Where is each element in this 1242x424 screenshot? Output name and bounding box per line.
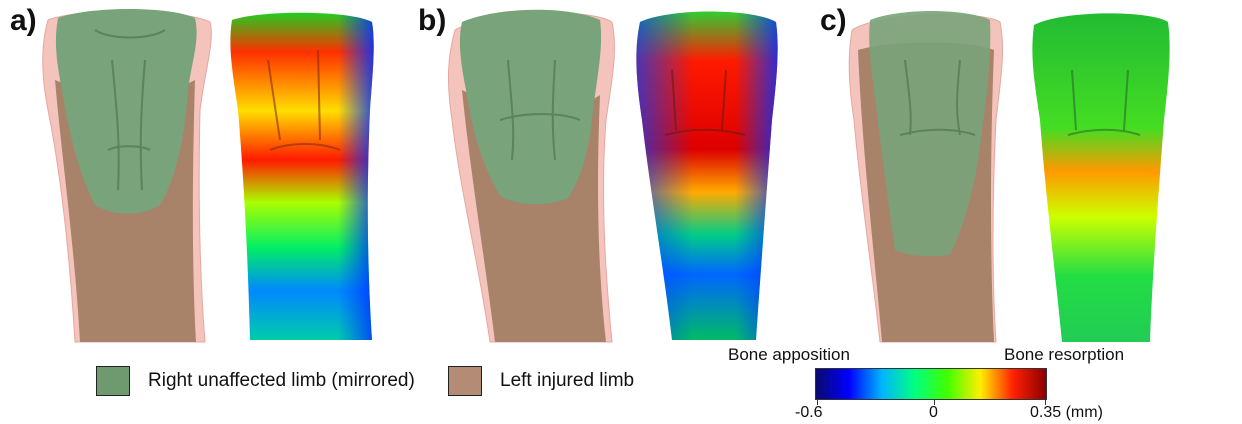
legend-left-limb: Left injured limb <box>448 366 634 396</box>
colorbar-tick-min <box>817 400 818 405</box>
colorbar-ticklabel-mid: 0 <box>929 404 938 421</box>
panel-label-c: c) <box>820 4 847 37</box>
legend-swatch-green <box>96 366 130 396</box>
colorbar-ticklabel-max: 0.35 (mm) <box>1030 404 1103 421</box>
colorbar-tick-max <box>1045 400 1046 405</box>
panel-b-heatmap <box>636 11 778 340</box>
bone-figure <box>42 9 1170 343</box>
colorbar-caption-resorption: Bone resorption <box>1004 345 1125 364</box>
legend-label-left-limb: Left injured limb <box>500 370 635 391</box>
panel-a-overlay-model <box>42 9 212 343</box>
panel-b-overlay-model <box>447 9 615 343</box>
panel-c-overlay-model <box>848 11 1004 343</box>
colorbar-tick-mid <box>934 400 935 405</box>
colorbar <box>815 368 1047 400</box>
panel-a-heatmap <box>230 12 374 340</box>
legend-right-limb: Right unaffected limb (mirrored) <box>96 366 415 396</box>
panel-c-heatmap <box>1032 13 1170 342</box>
panel-label-a: a) <box>10 4 37 37</box>
panel-label-b: b) <box>418 4 447 37</box>
legend-label-right-limb: Right unaffected limb (mirrored) <box>148 370 415 391</box>
colorbar-ticklabel-min: -0.6 <box>795 404 823 421</box>
legend-swatch-brown <box>448 366 482 396</box>
colorbar-caption-apposition: Bone apposition <box>728 345 850 364</box>
